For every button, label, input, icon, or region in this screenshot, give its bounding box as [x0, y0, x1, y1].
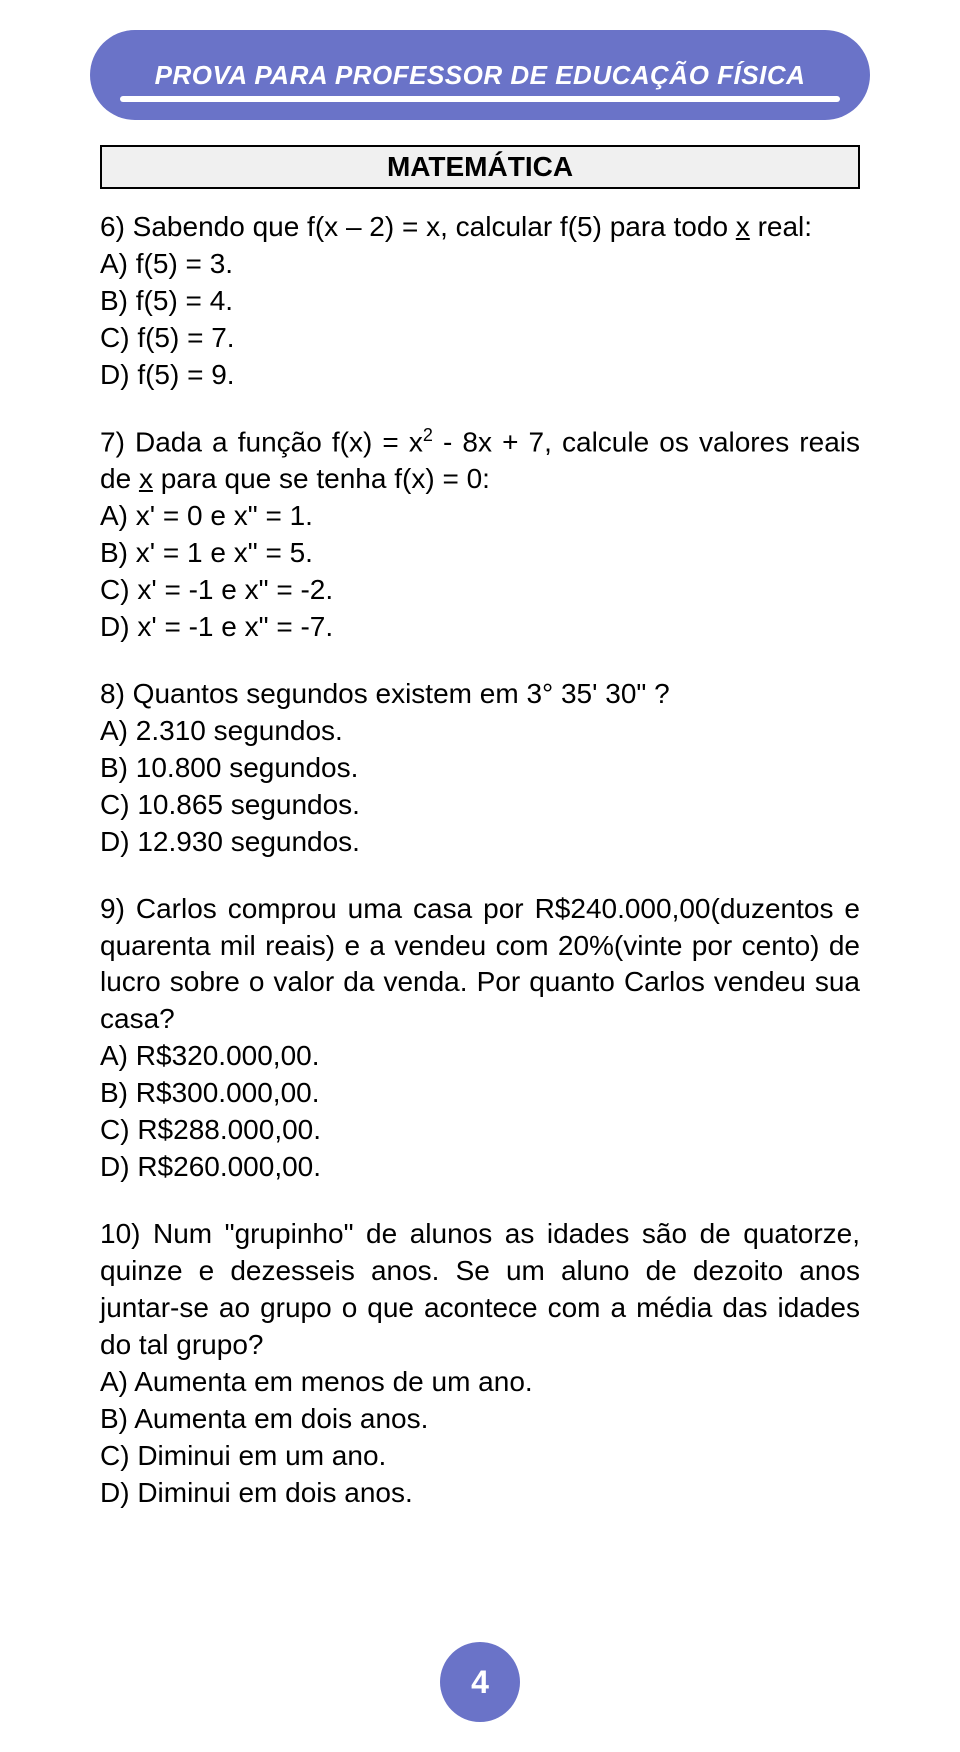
question-10: 10) Num "grupinho" de alunos as idades s… — [100, 1216, 860, 1512]
q9-option-a: A) R$320.000,00. — [100, 1038, 860, 1075]
question-6: 6) Sabendo que f(x – 2) = x, calcular f(… — [100, 209, 860, 394]
q10-option-b: B) Aumenta em dois anos. — [100, 1401, 860, 1438]
q7-option-c: C) x' = -1 e x" = -2. — [100, 572, 860, 609]
q10-option-c: C) Diminui em um ano. — [100, 1438, 860, 1475]
q7-stem-p3: para que se tenha f(x) = 0: — [153, 463, 490, 494]
question-7: 7) Dada a função f(x) = x2 - 8x + 7, cal… — [100, 424, 860, 646]
q6-stem-before: 6) Sabendo que f(x – 2) = x, calcular f(… — [100, 211, 736, 242]
q9-option-b: B) R$300.000,00. — [100, 1075, 860, 1112]
q8-option-d: D) 12.930 segundos. — [100, 824, 860, 861]
q6-stem-after: real: — [750, 211, 812, 242]
q8-option-c: C) 10.865 segundos. — [100, 787, 860, 824]
q10-stem: 10) Num "grupinho" de alunos as idades s… — [100, 1216, 860, 1364]
q7-stem-underlined: x — [139, 463, 153, 494]
q6-option-b: B) f(5) = 4. — [100, 283, 860, 320]
q6-stem-underlined: x — [736, 211, 750, 242]
q8-option-a: A) 2.310 segundos. — [100, 713, 860, 750]
q7-option-d: D) x' = -1 e x" = -7. — [100, 609, 860, 646]
q7-stem: 7) Dada a função f(x) = x2 - 8x + 7, cal… — [100, 424, 860, 498]
q9-option-c: C) R$288.000,00. — [100, 1112, 860, 1149]
q10-option-a: A) Aumenta em menos de um ano. — [100, 1364, 860, 1401]
q6-option-c: C) f(5) = 7. — [100, 320, 860, 357]
q8-option-b: B) 10.800 segundos. — [100, 750, 860, 787]
q6-stem: 6) Sabendo que f(x – 2) = x, calcular f(… — [100, 209, 860, 246]
content-area: MATEMÁTICA 6) Sabendo que f(x – 2) = x, … — [100, 145, 860, 1542]
section-label: MATEMÁTICA — [387, 151, 573, 182]
q7-stem-sup: 2 — [423, 425, 433, 445]
page-number: 4 — [471, 1664, 489, 1701]
q10-option-d: D) Diminui em dois anos. — [100, 1475, 860, 1512]
header-underline — [120, 96, 840, 102]
q6-option-a: A) f(5) = 3. — [100, 246, 860, 283]
q8-stem: 8) Quantos segundos existem em 3° 35' 30… — [100, 676, 860, 713]
question-8: 8) Quantos segundos existem em 3° 35' 30… — [100, 676, 860, 861]
section-box: MATEMÁTICA — [100, 145, 860, 189]
q7-stem-p1: 7) Dada a função f(x) = x — [100, 426, 423, 457]
question-9: 9) Carlos comprou uma casa por R$240.000… — [100, 891, 860, 1187]
q9-option-d: D) R$260.000,00. — [100, 1149, 860, 1186]
q7-option-b: B) x' = 1 e x" = 5. — [100, 535, 860, 572]
page-number-badge: 4 — [440, 1642, 520, 1722]
header-banner: PROVA PARA PROFESSOR DE EDUCAÇÃO FÍSICA — [90, 30, 870, 120]
header-title: PROVA PARA PROFESSOR DE EDUCAÇÃO FÍSICA — [155, 60, 806, 91]
q7-option-a: A) x' = 0 e x" = 1. — [100, 498, 860, 535]
q6-option-d: D) f(5) = 9. — [100, 357, 860, 394]
q9-stem: 9) Carlos comprou uma casa por R$240.000… — [100, 891, 860, 1039]
